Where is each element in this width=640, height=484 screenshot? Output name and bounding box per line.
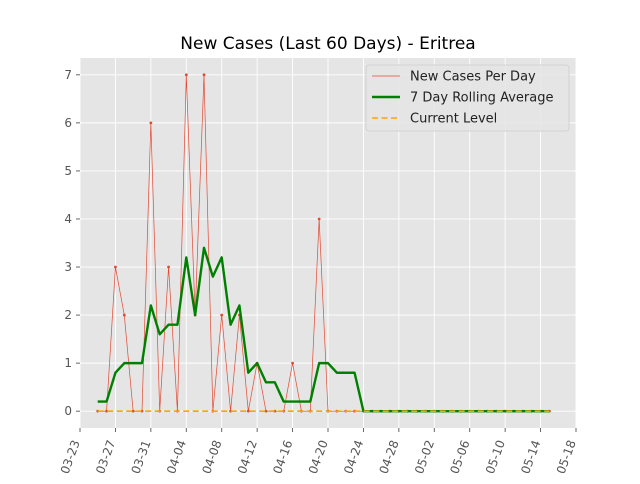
data-point (202, 73, 206, 77)
legend-box (365, 64, 570, 132)
data-point (122, 313, 126, 317)
data-point (246, 409, 250, 413)
y-tick-label: 6 (64, 116, 72, 130)
y-axis: 0 1 2 3 4 5 6 7 (64, 68, 80, 418)
y-tick-label: 5 (64, 164, 72, 178)
series-layer (96, 73, 551, 413)
data-point (131, 409, 135, 413)
data-point (167, 265, 170, 269)
legend-label: New Cases Per Day (410, 70, 536, 85)
y-tick-label: 0 (64, 404, 72, 418)
data-point (114, 265, 117, 269)
legend-label: Current Level (410, 112, 497, 127)
y-tick-label: 4 (64, 212, 72, 226)
data-point (220, 313, 224, 317)
legend: New Cases Per Day 7 Day Rolling Average Cu… (365, 64, 570, 132)
data-point (317, 217, 321, 221)
data-point (291, 361, 294, 365)
data-point (184, 73, 188, 77)
y-tick-label: 3 (64, 260, 72, 274)
data-point (149, 121, 153, 125)
chart-title: New Cases (Last 60 Days) - Eritrea (180, 34, 475, 54)
y-tick-label: 2 (64, 308, 72, 322)
data-point (264, 409, 268, 413)
legend-label: 7 Day Rolling Average (410, 91, 553, 106)
y-tick-label: 7 (64, 68, 72, 82)
y-tick-label: 1 (64, 356, 72, 370)
